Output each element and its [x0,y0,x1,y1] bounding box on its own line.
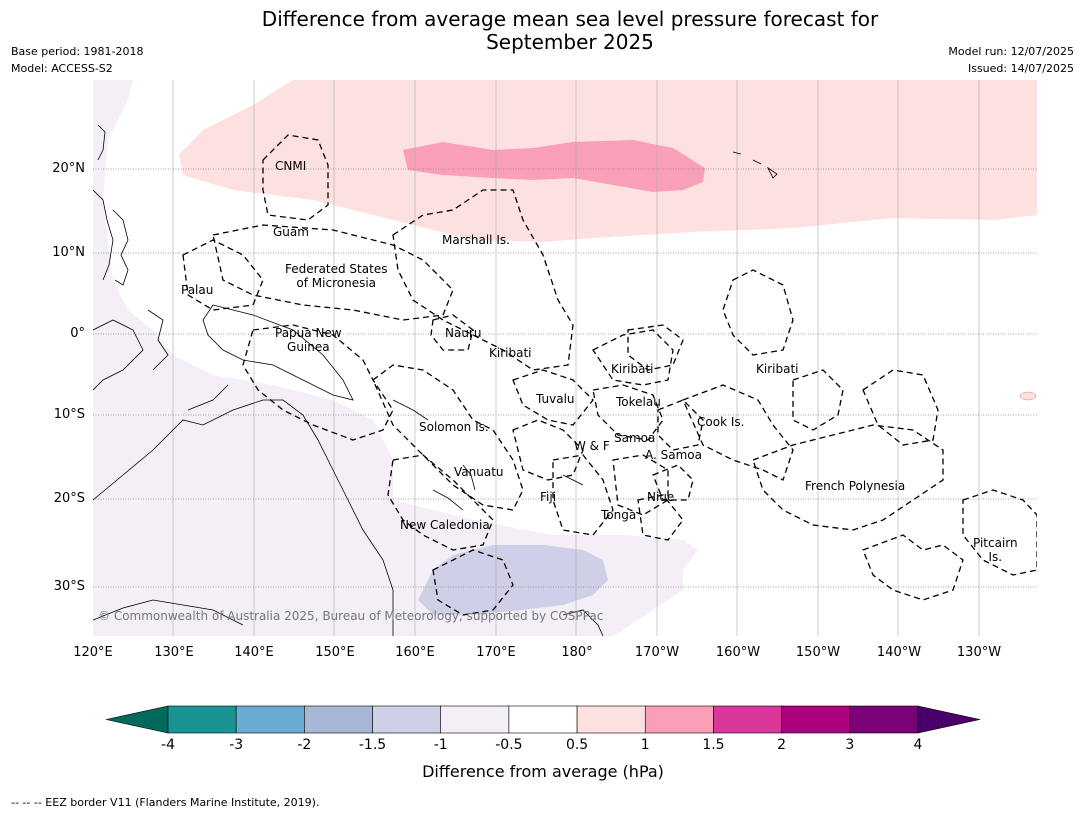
lon-label-130e: 130°E [154,645,194,660]
chart-title-line2: September 2025 [486,30,654,54]
place-label-cook: Cook Is. [697,415,745,429]
place-label-fiji: Fiji [540,490,557,504]
place-label-solomon: Solomon Is. [419,420,489,434]
lon-label-150w: 150°W [795,645,841,660]
colorbar-bin [849,705,919,734]
colorbar-bin [167,705,237,734]
lat-label-10n: 10°N [52,245,85,260]
map-panel: CNMI Guam Marshall Is. Palau Federated S… [93,80,1037,636]
chart-title-line1: Difference from average mean sea level p… [261,7,879,31]
base-period-text: Base period: 1981-2018 [11,45,144,58]
place-label-kiribati-east: Kiribati [756,362,799,376]
colorbar-bin [713,705,782,734]
meta-left: Base period: 1981-2018 Model: ACCESS-S2 [11,43,143,77]
place-label-asamoa: A. Samoa [645,448,702,462]
model-text: Model: ACCESS-S2 [11,62,113,75]
place-label-png: Papua New Guinea [275,326,342,354]
colorbar-extend-min [106,705,169,734]
colorbar-bin [644,705,714,734]
lon-label-160e: 160°E [395,645,435,660]
colorbar-bin [372,705,442,734]
place-label-fsm-line1: Federated States [285,262,388,276]
meta-right: Model run: 12/07/2025 Issued: 14/07/2025 [948,43,1074,77]
lon-label-160w: 160°W [715,645,761,660]
place-label-samoa: Samoa [614,431,656,445]
lat-label-20s: 20°S [53,491,85,506]
colorbar-bin [440,705,510,734]
place-label-tonga: Tonga [601,508,637,522]
model-run-text: Model run: 12/07/2025 [948,45,1074,58]
colorbar-bin [576,705,646,734]
place-label-new-caledonia: New Caledonia [400,518,490,532]
colorbar-tick-label: -4 [161,737,175,753]
map-canvas [93,80,1037,636]
place-label-tuvalu: Tuvalu [536,392,575,406]
place-label-cnmi: CNMI [275,159,307,173]
lon-label-140w: 140°W [876,645,922,660]
lat-label-30s: 30°S [53,579,85,594]
place-label-png-line2: Guinea [287,340,330,354]
lat-label-0: 0° [70,326,85,341]
chart-title: Difference from average mean sea level p… [0,8,1085,54]
eez-legend-note: -- -- -- EEZ border V11 (Flanders Marine… [11,796,320,809]
colorbar-title: Difference from average (hPa) [422,762,664,781]
place-label-wf: W & F [574,439,610,453]
place-label-tokelau: Tokelau [616,395,661,409]
anomaly-patch-east [1019,391,1037,401]
colorbar-bin [508,705,578,734]
colorbar-tick-label: -2 [297,737,312,753]
anomaly-region-light-negative [93,80,698,636]
colorbar-tick-label: 2 [777,737,787,753]
colorbar-bin [304,705,373,734]
place-label-niue: Niue [647,490,675,504]
colorbar-bin [235,705,305,734]
place-label-guam: Guam [273,225,309,239]
issued-text: Issued: 14/07/2025 [967,62,1074,75]
colorbar-tick-label: 0.5 [565,737,589,753]
colorbar-tick-label: -1.5 [358,737,387,753]
lon-label-150e: 150°E [315,645,355,660]
anomaly-region-moderate-negative [418,545,608,615]
place-label-fsm: Federated States of Micronesia [285,262,387,290]
place-label-french-polynesia: French Polynesia [805,479,906,493]
place-label-pitcairn-line2: Is. [988,550,1003,564]
copyright-text: © Commonwealth of Australia 2025, Bureau… [98,609,604,623]
colorbar-tick-label: -3 [229,737,244,753]
place-label-pitcairn: Pitcairn Is. [973,536,1018,564]
place-label-palau: Palau [181,283,214,297]
lat-label-20n: 20°N [52,161,85,176]
lon-label-140e: 140°E [234,645,274,660]
lat-label-10s: 10°S [53,407,85,422]
colorbar-bin [781,705,851,734]
graticule [172,80,980,636]
place-label-marshall: Marshall Is. [442,233,510,247]
place-label-vanuatu: Vanuatu [454,465,504,479]
coastlines [93,124,778,636]
eez-borders [182,134,1037,616]
place-label-pitcairn-line1: Pitcairn [973,536,1018,550]
lon-label-170e: 170°E [476,645,516,660]
colorbar-tick-label: 4 [913,737,923,753]
lon-label-120e: 120°E [73,645,113,660]
colorbar-tick-label: 1 [640,737,650,753]
lon-label-170w: 170°W [634,645,680,660]
place-label-png-line1: Papua New [275,326,342,340]
anomaly-region-moderate-positive [403,140,705,192]
colorbar-tick-label: -1 [433,737,448,753]
lon-label-130w: 130°W [956,645,1002,660]
place-label-kiribati-central: Kiribati [611,362,654,376]
colorbar-tick-label: 3 [845,737,855,753]
place-label-fsm-line2: of Micronesia [296,276,377,290]
place-label-kiribati-west: Kiribati [489,346,532,360]
place-label-nauru: Nauru [445,326,482,340]
colorbar-tick-label: -0.5 [495,737,523,753]
lon-label-180: 180° [561,645,593,660]
colorbar-extend-max [917,705,981,734]
colorbar-tick-label: 1.5 [702,737,725,753]
colorbar [106,705,981,734]
